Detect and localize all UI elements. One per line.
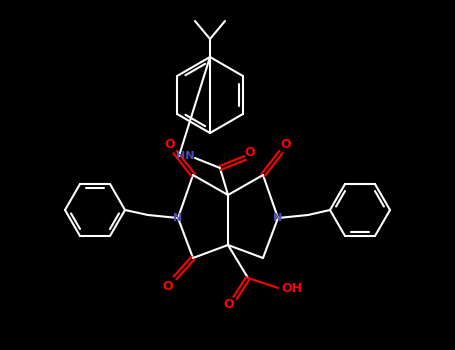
- Text: O: O: [281, 138, 291, 150]
- Text: O: O: [165, 138, 175, 150]
- Text: N: N: [273, 213, 283, 223]
- Text: HN: HN: [176, 151, 194, 161]
- Text: O: O: [163, 280, 173, 293]
- Text: N: N: [173, 213, 182, 223]
- Text: O: O: [245, 146, 255, 159]
- Text: O: O: [224, 299, 234, 312]
- Text: OH: OH: [282, 281, 303, 294]
